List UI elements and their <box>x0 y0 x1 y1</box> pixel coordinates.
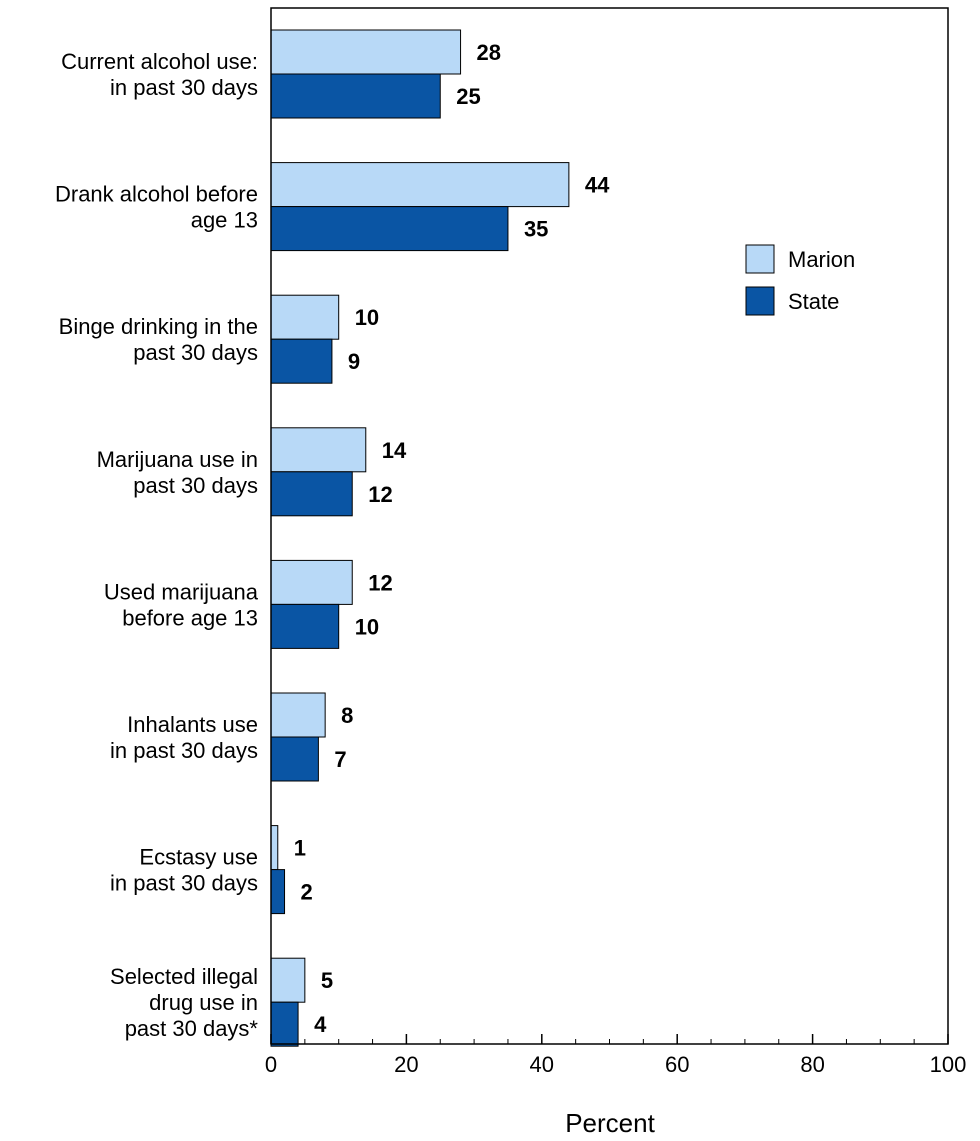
legend-swatch-marion <box>745 244 775 274</box>
category-label-7: Selected illegal drug use in past 30 days* <box>110 964 258 1041</box>
bar-marion-7 <box>270 957 306 1003</box>
category-label-0: Current alcohol use: in past 30 days <box>61 49 258 100</box>
data-label-marion-4: 12 <box>368 570 392 595</box>
category-label-4: Used marijuana before age 13 <box>104 579 259 630</box>
bar-marion-6 <box>270 825 279 871</box>
category-label-2: Binge drinking in the past 30 days <box>59 314 258 365</box>
data-label-state-0: 25 <box>456 84 480 109</box>
data-label-marion-1: 44 <box>585 173 610 198</box>
bar-state-2 <box>270 338 333 384</box>
bar-marion-1 <box>270 162 570 208</box>
bar-marion-0 <box>270 29 462 75</box>
data-label-marion-6: 1 <box>294 836 306 861</box>
data-label-state-4: 10 <box>355 614 379 639</box>
x-tick-label-5: 100 <box>930 1052 967 1077</box>
bar-marion-4 <box>270 559 353 605</box>
x-axis-title: Percent <box>565 1108 655 1138</box>
x-tick-label-0: 0 <box>265 1052 277 1077</box>
legend: Marion State <box>745 244 855 316</box>
legend-label-state: State <box>788 289 839 314</box>
data-label-state-3: 12 <box>368 482 392 507</box>
x-tick-label-2: 40 <box>530 1052 554 1077</box>
data-label-state-7: 4 <box>314 1012 327 1037</box>
bar-state-6 <box>270 869 286 915</box>
bar-state-0 <box>270 73 441 119</box>
data-label-marion-0: 28 <box>477 40 501 65</box>
data-label-state-1: 35 <box>524 217 548 242</box>
bar-marion-5 <box>270 692 326 738</box>
x-tick-label-1: 20 <box>394 1052 418 1077</box>
x-tick-label-3: 60 <box>665 1052 689 1077</box>
data-label-state-5: 7 <box>334 747 346 772</box>
bar-state-7 <box>270 1001 299 1047</box>
data-label-marion-2: 10 <box>355 305 379 330</box>
data-label-marion-7: 5 <box>321 968 333 993</box>
x-tick-label-4: 80 <box>800 1052 824 1077</box>
category-label-1: Drank alcohol before age 13 <box>55 182 258 233</box>
data-label-state-6: 2 <box>301 880 313 905</box>
axis-layer: 0 20 40 60 80 100 <box>265 7 967 1077</box>
bar-state-4 <box>270 603 340 649</box>
bar-state-5 <box>270 736 319 782</box>
legend-swatch-state <box>745 286 775 316</box>
category-label-6: Ecstasy use in past 30 days <box>110 845 258 896</box>
bar-marion-3 <box>270 427 367 473</box>
category-label-5: Inhalants use in past 30 days <box>110 712 258 763</box>
bar-state-3 <box>270 471 353 517</box>
category-label-3: Marijuana use in past 30 days <box>97 447 258 498</box>
bar-marion-2 <box>270 294 340 340</box>
bars-layer <box>270 29 570 1047</box>
data-label-state-2: 9 <box>348 349 360 374</box>
legend-label-marion: Marion <box>788 247 855 272</box>
bar-state-1 <box>270 206 509 252</box>
data-label-marion-5: 8 <box>341 703 353 728</box>
data-label-marion-3: 14 <box>382 438 407 463</box>
